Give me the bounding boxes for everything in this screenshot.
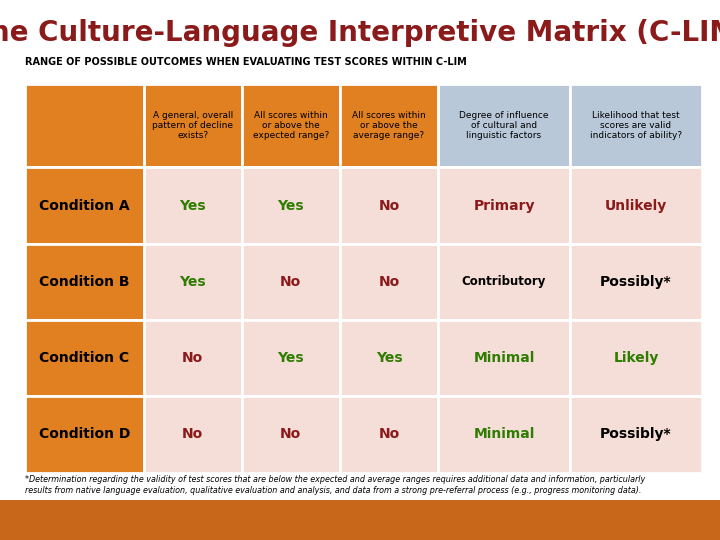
Text: Likely: Likely bbox=[613, 351, 659, 365]
Text: A general, overall
pattern of decline
exists?: A general, overall pattern of decline ex… bbox=[152, 111, 233, 140]
Text: No: No bbox=[280, 427, 302, 441]
Text: All scores within
or above the
expected range?: All scores within or above the expected … bbox=[253, 111, 329, 140]
Text: Possibly*: Possibly* bbox=[600, 427, 672, 441]
Text: Minimal: Minimal bbox=[473, 427, 535, 441]
Text: Possibly*: Possibly* bbox=[600, 275, 672, 289]
Text: Yes: Yes bbox=[179, 275, 206, 289]
Text: Condition C: Condition C bbox=[40, 351, 130, 365]
Text: Unlikely: Unlikely bbox=[605, 199, 667, 213]
Text: Yes: Yes bbox=[376, 351, 402, 365]
Text: Contributory: Contributory bbox=[462, 275, 546, 288]
Text: Likelihood that test
scores are valid
indicators of ability?: Likelihood that test scores are valid in… bbox=[590, 111, 682, 140]
Text: No: No bbox=[182, 351, 203, 365]
Text: RANGE OF POSSIBLE OUTCOMES WHEN EVALUATING TEST SCORES WITHIN C-LIM: RANGE OF POSSIBLE OUTCOMES WHEN EVALUATI… bbox=[25, 57, 467, 67]
Text: Yes: Yes bbox=[277, 199, 304, 213]
Text: No: No bbox=[378, 427, 400, 441]
Text: Condition A: Condition A bbox=[39, 199, 130, 213]
Text: No: No bbox=[378, 199, 400, 213]
Text: Condition D: Condition D bbox=[39, 427, 130, 441]
Text: Primary: Primary bbox=[473, 199, 535, 213]
Text: The Culture-Language Interpretive Matrix (C-LIM): The Culture-Language Interpretive Matrix… bbox=[0, 19, 720, 47]
Text: No: No bbox=[182, 427, 203, 441]
Text: No: No bbox=[378, 275, 400, 289]
Text: Condition B: Condition B bbox=[39, 275, 130, 289]
Text: *Determination regarding the validity of test scores that are below the expected: *Determination regarding the validity of… bbox=[25, 475, 645, 495]
Text: Yes: Yes bbox=[277, 351, 304, 365]
Text: No: No bbox=[280, 275, 302, 289]
Text: Minimal: Minimal bbox=[473, 351, 535, 365]
Text: All scores within
or above the
average range?: All scores within or above the average r… bbox=[352, 111, 426, 140]
Text: Yes: Yes bbox=[179, 199, 206, 213]
Text: Degree of influence
of cultural and
linguistic factors: Degree of influence of cultural and ling… bbox=[459, 111, 549, 140]
